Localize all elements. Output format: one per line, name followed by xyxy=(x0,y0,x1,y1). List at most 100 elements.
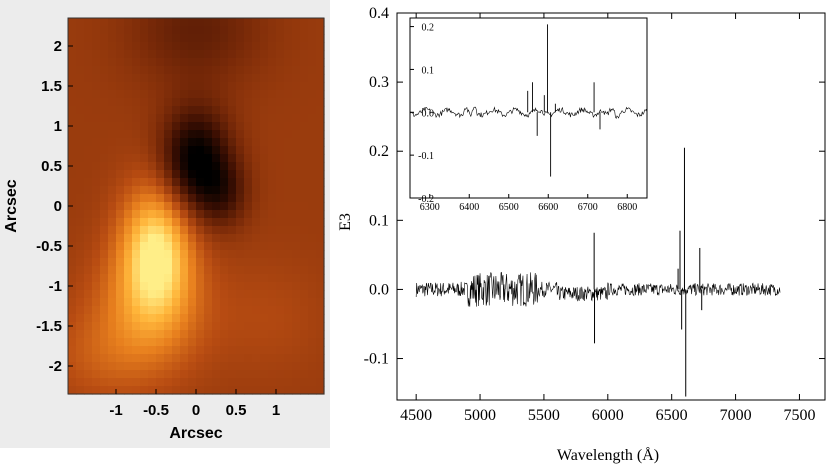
heatmap-cell xyxy=(308,18,317,27)
heatmap-cell xyxy=(212,106,221,115)
heatmap-cell xyxy=(108,226,117,235)
heatmap-cell xyxy=(164,338,173,347)
heatmap-cell xyxy=(284,202,293,211)
heatmap-cell xyxy=(260,154,269,163)
heatmap-cell xyxy=(156,338,165,347)
heatmap-cell xyxy=(236,58,245,67)
heatmap-cell xyxy=(300,170,309,179)
heatmap-cell xyxy=(100,138,109,147)
heatmap-cell xyxy=(84,330,93,339)
heatmap-cell xyxy=(124,314,133,323)
heatmap-cell xyxy=(244,42,253,51)
heatmap-cell xyxy=(76,202,85,211)
heatmap-cell xyxy=(252,194,261,203)
heatmap-cell xyxy=(204,362,213,371)
heatmap-cell xyxy=(276,218,285,227)
heatmap-cell xyxy=(100,178,109,187)
heatmap-cell xyxy=(188,226,197,235)
heatmap-cell xyxy=(228,362,237,371)
heatmap-cell xyxy=(140,114,149,123)
heatmap-cell xyxy=(100,322,109,331)
map-y-tick-label: 1 xyxy=(54,118,62,135)
heatmap-cell xyxy=(84,226,93,235)
heatmap-cell xyxy=(204,282,213,291)
heatmap-cell xyxy=(124,18,133,27)
heatmap-cell xyxy=(92,298,101,307)
heatmap-cell xyxy=(156,362,165,371)
heatmap-cell xyxy=(268,290,277,299)
heatmap-cell xyxy=(300,266,309,275)
heatmap-cell xyxy=(156,242,165,251)
heatmap-cell xyxy=(156,106,165,115)
heatmap-cell xyxy=(252,178,261,187)
heatmap-cell xyxy=(84,130,93,139)
heatmap-cell xyxy=(308,330,317,339)
heatmap-cell xyxy=(212,114,221,123)
heatmap-cell xyxy=(252,338,261,347)
heatmap-cell xyxy=(308,234,317,243)
heatmap-cell xyxy=(76,346,85,355)
heatmap-cell xyxy=(140,338,149,347)
heatmap-cell xyxy=(164,202,173,211)
heatmap-cell xyxy=(124,306,133,315)
heatmap-cell xyxy=(244,26,253,35)
heatmap-cell xyxy=(252,74,261,83)
heatmap-cell xyxy=(68,18,77,27)
heatmap-cell xyxy=(172,290,181,299)
heatmap-cell xyxy=(116,378,125,387)
heatmap-cell xyxy=(100,26,109,35)
heatmap-cell xyxy=(156,162,165,171)
inset-y-tick-label: 0.1 xyxy=(422,65,435,76)
heatmap-cell xyxy=(68,138,77,147)
spectrum-x-tick-label: 6000 xyxy=(592,407,624,424)
heatmap-cell xyxy=(172,122,181,131)
heatmap-cell xyxy=(236,114,245,123)
heatmap-cell xyxy=(316,114,325,123)
heatmap-cell xyxy=(212,18,221,27)
heatmap-cell xyxy=(316,82,325,91)
heatmap-cell xyxy=(188,42,197,51)
heatmap-cell xyxy=(100,258,109,267)
heatmap-cell xyxy=(188,98,197,107)
heatmap-cell xyxy=(316,66,325,75)
heatmap-cell xyxy=(236,274,245,283)
heatmap-cell xyxy=(204,82,213,91)
heatmap-cell xyxy=(228,154,237,163)
heatmap-cell xyxy=(164,130,173,139)
heatmap-cell xyxy=(316,378,325,387)
heatmap-cell xyxy=(236,362,245,371)
heatmap-cell xyxy=(132,186,141,195)
heatmap-cell xyxy=(228,346,237,355)
heatmap-cell xyxy=(68,74,77,83)
heatmap-cell xyxy=(228,234,237,243)
heatmap-cell xyxy=(204,330,213,339)
heatmap-cell xyxy=(92,290,101,299)
heatmap-cell xyxy=(220,378,229,387)
heatmap-cell xyxy=(164,138,173,147)
heatmap-cell xyxy=(124,154,133,163)
heatmap-cell xyxy=(196,338,205,347)
heatmap-cell xyxy=(308,346,317,355)
heatmap-cell xyxy=(164,330,173,339)
heatmap-cell xyxy=(100,18,109,27)
heatmap-cell xyxy=(68,306,77,315)
heatmap-cell xyxy=(180,202,189,211)
heatmap-cell xyxy=(252,138,261,147)
heatmap-cell xyxy=(180,378,189,387)
heatmap-cell xyxy=(300,130,309,139)
spectrum-y-tick-label: 0.3 xyxy=(369,74,389,91)
heatmap-cell xyxy=(220,66,229,75)
heatmap-cell xyxy=(108,146,117,155)
heatmap-cell xyxy=(236,170,245,179)
heatmap-cell xyxy=(300,290,309,299)
heatmap-cell xyxy=(156,346,165,355)
heatmap-cell xyxy=(260,186,269,195)
map-x-tick-label: 0 xyxy=(192,402,200,419)
heatmap-cell xyxy=(260,370,269,379)
heatmap-cell xyxy=(68,194,77,203)
heatmap-cell xyxy=(132,242,141,251)
heatmap-cell xyxy=(276,242,285,251)
heatmap-cell xyxy=(68,330,77,339)
heatmap-cell xyxy=(268,258,277,267)
heatmap-cell xyxy=(204,338,213,347)
